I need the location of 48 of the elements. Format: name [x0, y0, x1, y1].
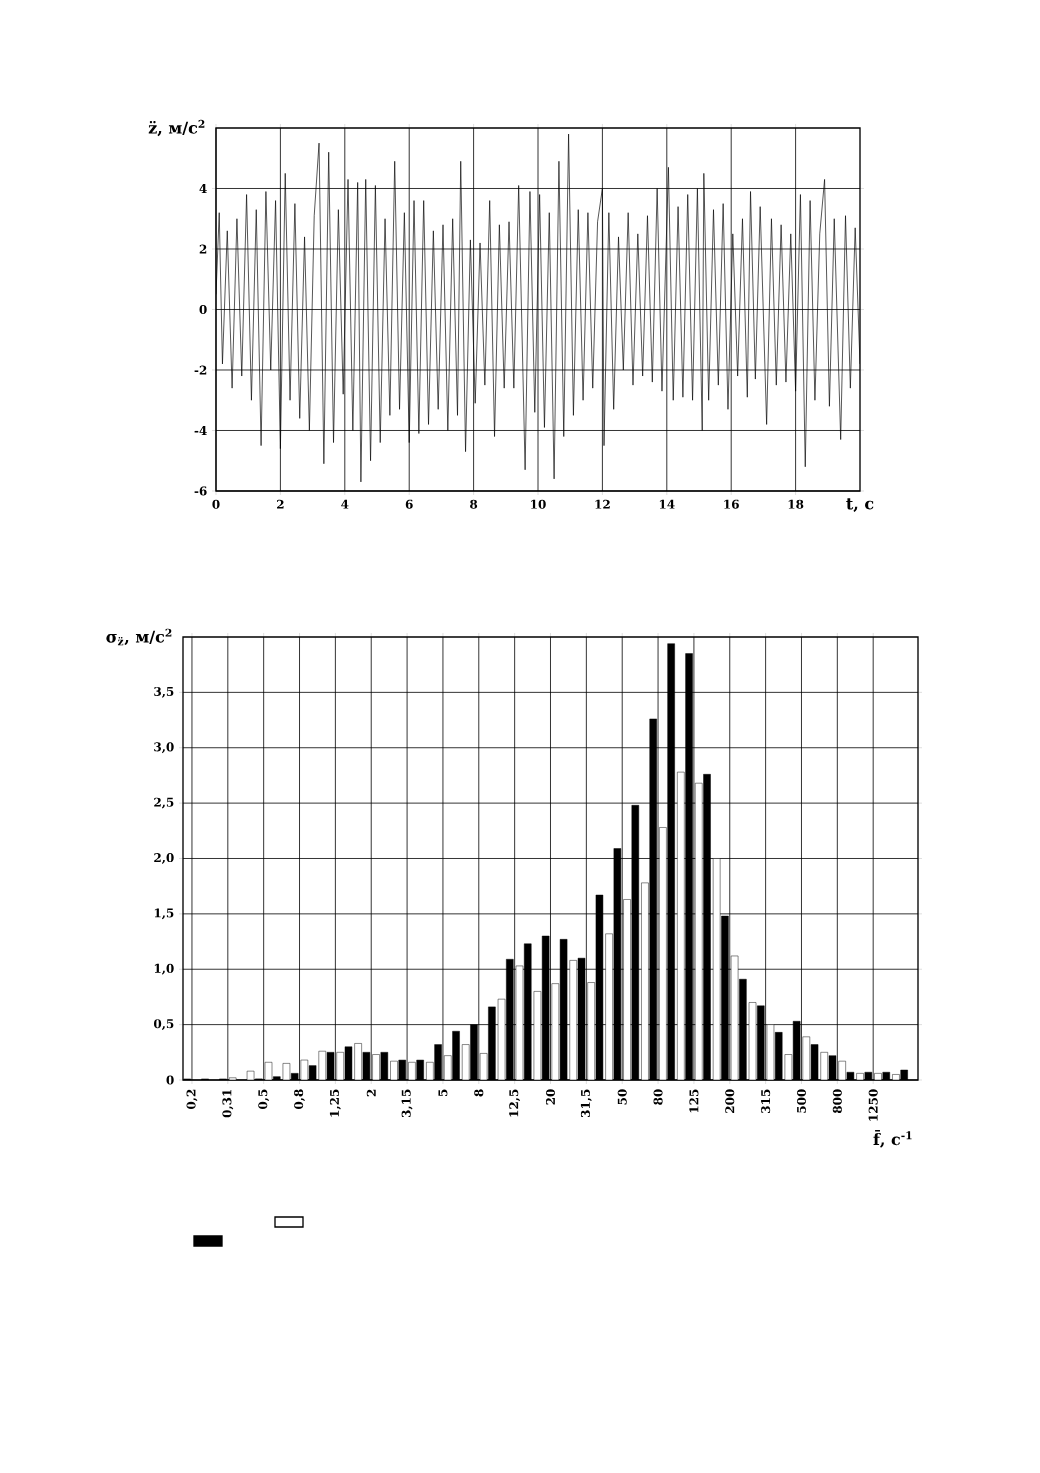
x-tick-label: 0,8	[294, 1089, 305, 1110]
y-axis-title: σ$_{z̈}$, м/с$^{2}$	[106, 628, 172, 646]
y-tick-label: 0,5	[153, 1019, 174, 1031]
x-tick-label: 50	[617, 1089, 627, 1105]
x-tick-label: 0	[212, 499, 220, 509]
x-tick-label: 18	[788, 499, 804, 509]
y-tick-label: 0	[166, 1075, 174, 1085]
y-tick-label: -2	[194, 365, 207, 375]
x-tick-label: 125	[689, 1089, 699, 1113]
x-tick-label: 800	[832, 1089, 842, 1114]
x-tick-label: 8	[474, 1089, 484, 1097]
y-tick-label: 2,0	[154, 853, 174, 864]
x-axis-title: f̄, с$^{-1}$	[873, 1130, 912, 1148]
x-tick-label: 0,5	[258, 1089, 270, 1110]
x-tick-label: 8	[470, 499, 478, 509]
x-tick-label: 5	[438, 1089, 448, 1097]
x-tick-label: 14	[659, 499, 675, 509]
x-tick-label: 20	[545, 1089, 556, 1105]
x-tick-label: 0,2	[186, 1089, 198, 1110]
x-tick-label: 315	[761, 1089, 771, 1113]
y-tick-label: 0	[199, 304, 207, 315]
x-tick-label: 6	[405, 499, 413, 509]
x-tick-label: 200	[725, 1089, 735, 1113]
x-tick-label: 2	[366, 1089, 376, 1097]
y-tick-label: 2	[199, 244, 207, 254]
x-tick-label: 31,5	[580, 1089, 592, 1118]
x-tick-label: 12	[595, 499, 610, 509]
x-tick-label: 3,15	[401, 1089, 413, 1118]
y-tick-label: -6	[194, 486, 207, 496]
y-tick-label: 1,5	[154, 908, 174, 920]
x-tick-label: 1250	[868, 1089, 878, 1121]
x-tick-label: 12,5	[509, 1089, 521, 1117]
x-tick-label: 2	[277, 499, 284, 509]
y-axis-title: z̈, м/с$^{2}$	[148, 119, 205, 137]
x-tick-label: 4	[341, 499, 349, 509]
x-tick-label: 80	[653, 1089, 663, 1105]
x-axis-title: t, с	[846, 498, 874, 512]
x-tick-label: 0,31	[222, 1089, 234, 1118]
y-tick-label: 3,0	[154, 742, 174, 754]
x-tick-label: 16	[724, 499, 739, 509]
y-tick-label: 2,5	[154, 797, 174, 809]
y-tick-label: 3,5	[154, 686, 174, 698]
x-tick-label: 500	[796, 1089, 807, 1113]
x-tick-label: 10	[531, 499, 546, 509]
y-tick-label: 4	[199, 184, 207, 193]
y-tick-label: 1,0	[154, 963, 174, 975]
x-tick-label: 1,25	[329, 1089, 341, 1117]
y-tick-label: -4	[194, 426, 207, 435]
